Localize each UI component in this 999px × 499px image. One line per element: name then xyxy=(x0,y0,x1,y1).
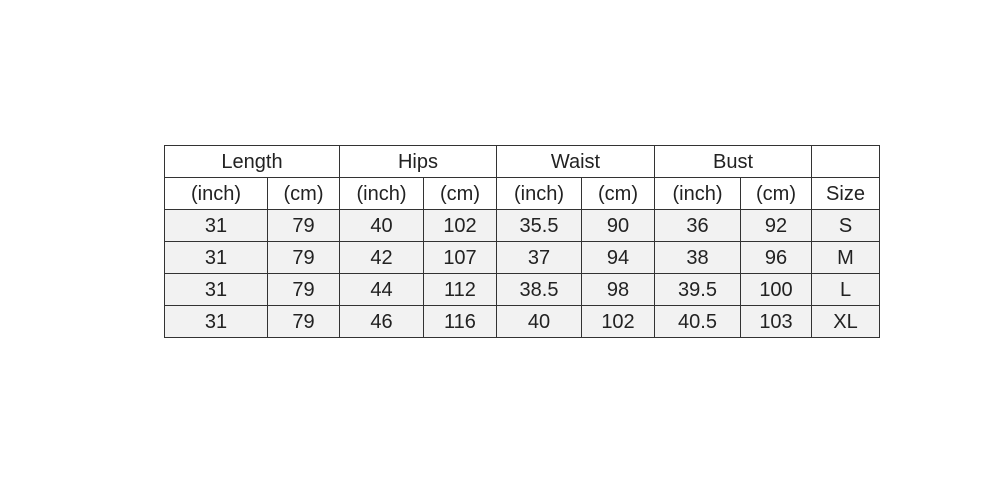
group-header-waist: Waist xyxy=(496,145,655,178)
table-cell: 40.5 xyxy=(654,305,741,338)
table-cell: 79 xyxy=(267,209,340,242)
group-header-hips: Hips xyxy=(339,145,497,178)
table-cell: 31 xyxy=(164,305,268,338)
size-chart-table: Length Hips Waist Bust (inch) (cm) (inch)(… xyxy=(164,145,880,338)
table-cell: 46 xyxy=(339,305,424,338)
unit-header-cell: (cm) xyxy=(740,177,812,210)
unit-header-cell: (inch) xyxy=(496,177,582,210)
table-cell: 90 xyxy=(581,209,655,242)
table-cell: L xyxy=(811,273,880,306)
unit-header-row: (inch) (cm) (inch) (cm) (inch) (cm) (inch) (cm)… xyxy=(164,177,880,210)
unit-header-cell: Size xyxy=(811,177,880,210)
table-row: 31 79 46 116 40 102 40.5 103 XL xyxy=(164,305,880,338)
table-cell: S xyxy=(811,209,880,242)
table-cell: M xyxy=(811,241,880,274)
table-cell: 100 xyxy=(740,273,812,306)
table-cell: 92 xyxy=(740,209,812,242)
unit-header-cell: (cm) xyxy=(423,177,497,210)
table-cell: 112 xyxy=(423,273,497,306)
unit-header-cell: (cm) xyxy=(581,177,655,210)
table-cell: 102 xyxy=(581,305,655,338)
table-cell: 42 xyxy=(339,241,424,274)
table-row: 31 79 42 107 37 94 38 96 M xyxy=(164,241,880,274)
group-header-row: Length Hips Waist Bust xyxy=(164,145,880,178)
table-cell: 79 xyxy=(267,273,340,306)
table-cell: 79 xyxy=(267,241,340,274)
table-cell: 38.5 xyxy=(496,273,582,306)
unit-header-cell: (inch) xyxy=(339,177,424,210)
table-cell: 40 xyxy=(339,209,424,242)
table-cell: 96 xyxy=(740,241,812,274)
table-cell: 37 xyxy=(496,241,582,274)
table-cell: 35.5 xyxy=(496,209,582,242)
table-cell: 107 xyxy=(423,241,497,274)
table-cell: 79 xyxy=(267,305,340,338)
unit-header-cell: (inch) xyxy=(164,177,268,210)
group-header-length: Length xyxy=(164,145,340,178)
table-cell: 31 xyxy=(164,209,268,242)
table-cell: 103 xyxy=(740,305,812,338)
table-cell: 98 xyxy=(581,273,655,306)
group-header-bust: Bust xyxy=(654,145,812,178)
table-cell: XL xyxy=(811,305,880,338)
table-cell: 31 xyxy=(164,241,268,274)
unit-header-cell: (inch) xyxy=(654,177,741,210)
group-header-empty xyxy=(811,145,880,178)
table-cell: 38 xyxy=(654,241,741,274)
unit-header-cell: (cm) xyxy=(267,177,340,210)
table-cell: 40 xyxy=(496,305,582,338)
table-cell: 44 xyxy=(339,273,424,306)
table-cell: 116 xyxy=(423,305,497,338)
table-row: 31 79 40 102 35.5 90 36 92 S xyxy=(164,209,880,242)
table-row: 31 79 44 112 38.5 98 39.5 100 L xyxy=(164,273,880,306)
table-cell: 31 xyxy=(164,273,268,306)
table-cell: 39.5 xyxy=(654,273,741,306)
table-cell: 102 xyxy=(423,209,497,242)
table-cell: 94 xyxy=(581,241,655,274)
table-cell: 36 xyxy=(654,209,741,242)
